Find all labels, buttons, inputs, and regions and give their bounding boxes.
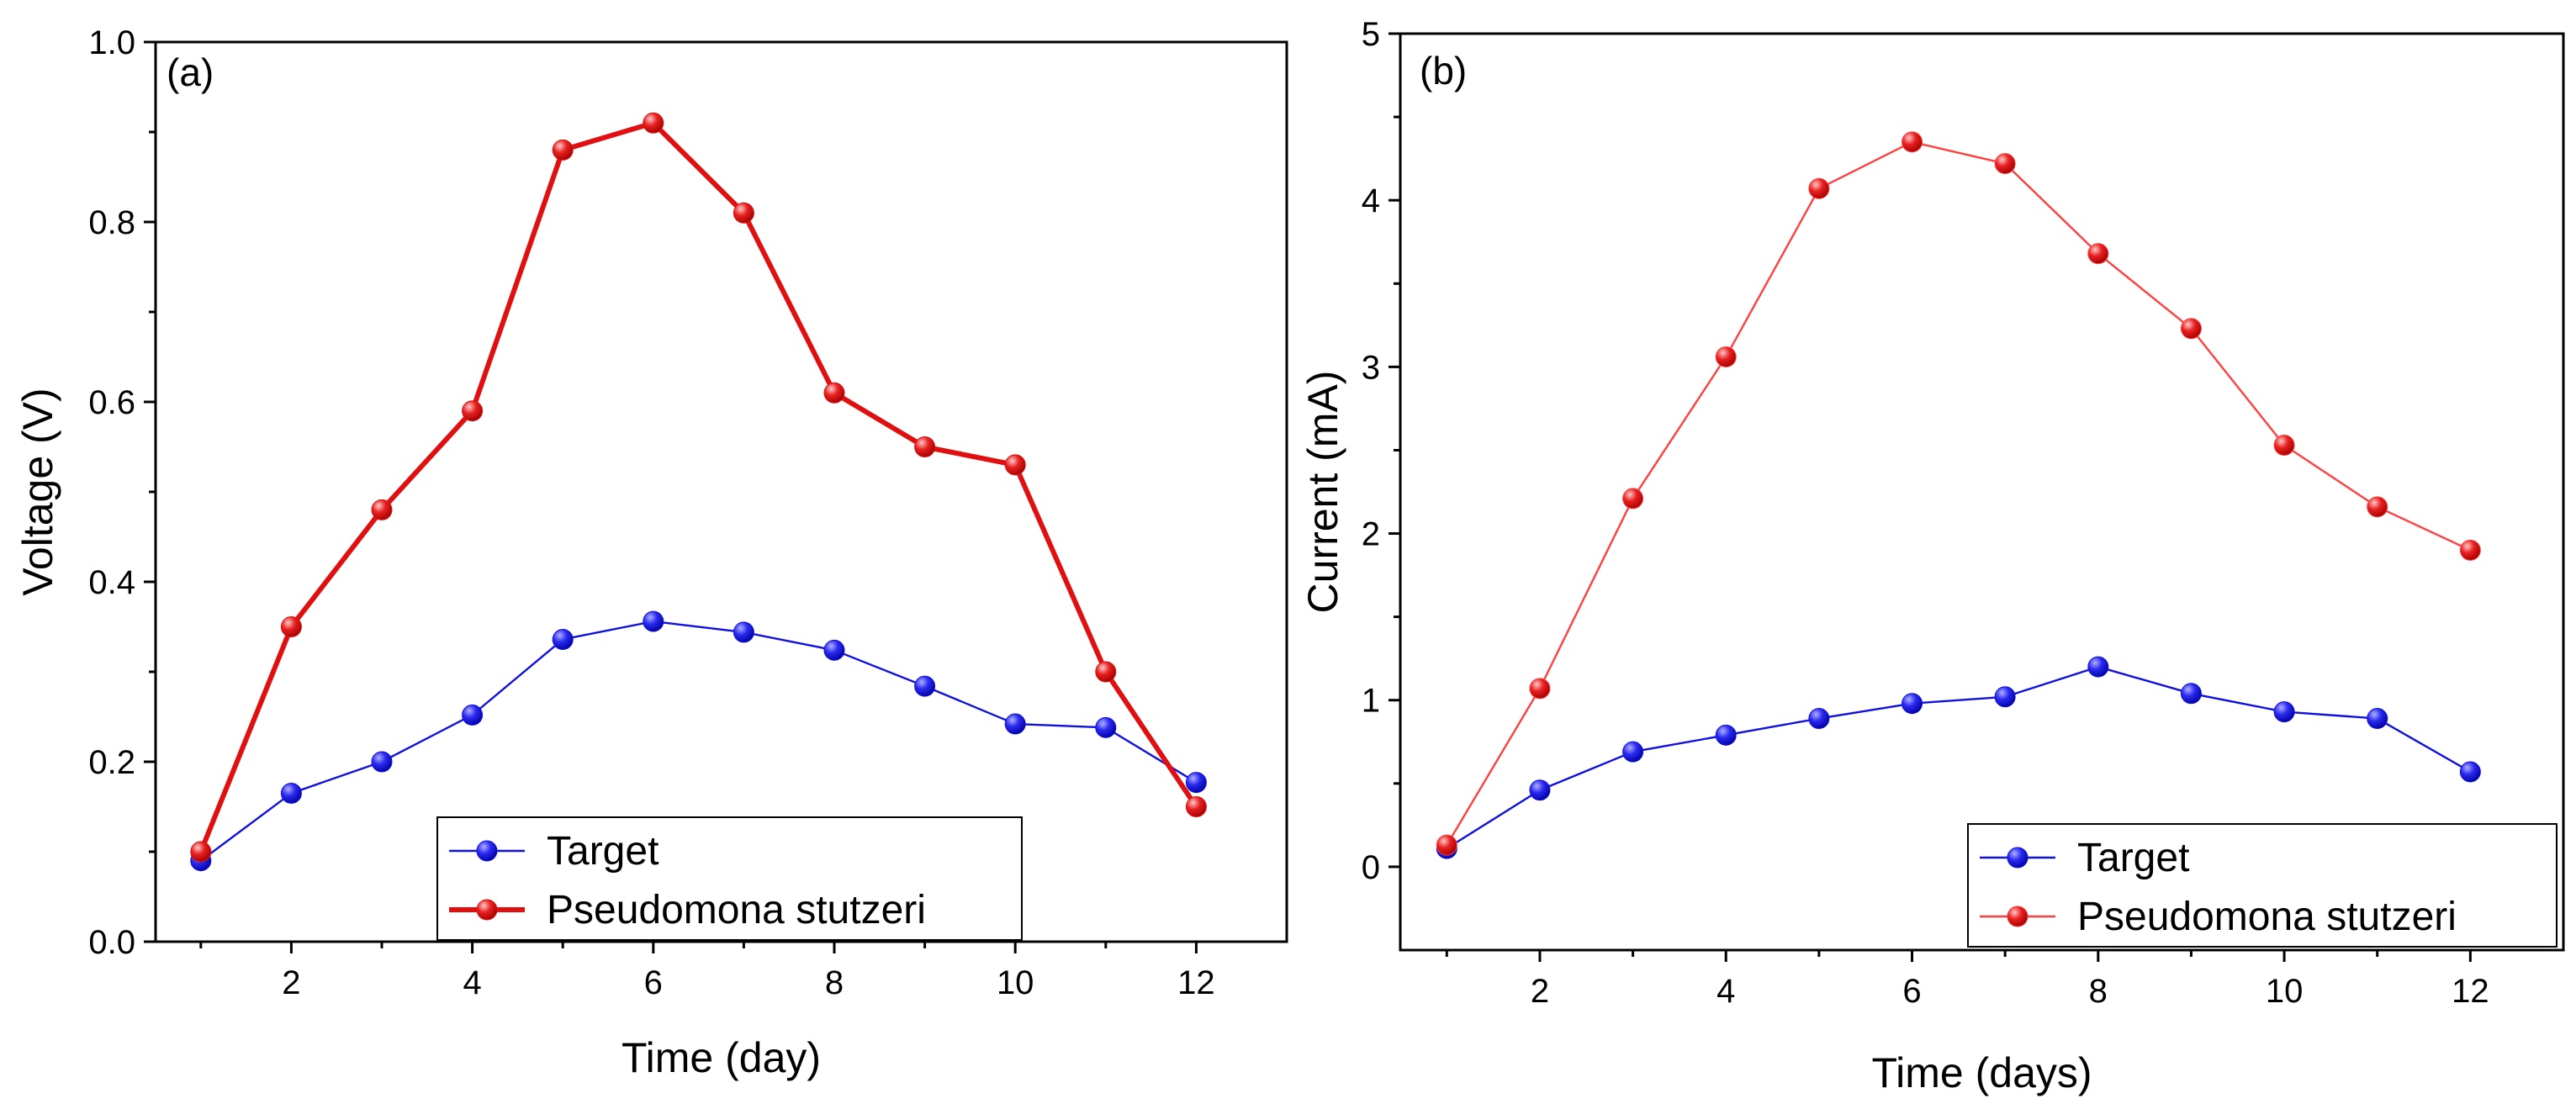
x-tick-label: 6 [1902,973,1921,1010]
plot-frame [1399,32,2565,952]
x-tick-label: 8 [2089,973,2108,1010]
panel-label: (a) [167,50,214,94]
x-tick-label: 2 [1531,973,1549,1010]
data-point [1622,741,1644,763]
data-point [1902,131,1923,153]
y-tick-label: 1 [1362,683,1380,720]
y-tick-label: 0.4 [88,564,135,601]
data-point [2180,683,2202,705]
data-point [1994,153,2016,175]
data-point [914,675,936,697]
data-point [2367,496,2388,518]
data-point [733,621,754,643]
y-tick-label: 0.0 [88,924,135,961]
data-point [1902,693,1923,715]
data-point [1715,346,1737,367]
x-tick-label: 8 [825,964,844,1001]
data-point [190,841,212,863]
y-tick-label: 1.0 [88,24,135,61]
x-tick-label: 4 [1716,973,1735,1010]
legend-swatch-marker [476,840,498,862]
legend-label: Pseudomona stutzeri [2077,895,2457,939]
data-point [1808,708,1830,730]
plot-frame [154,40,1288,943]
data-point [1185,796,1207,817]
legend-label: Target [547,829,659,874]
data-point [2180,318,2202,340]
y-tick-label: 0.2 [88,744,135,781]
data-point [2087,656,2109,678]
legend-label: Target [2077,836,2189,880]
legend-box [436,816,1023,941]
data-point [1529,678,1551,700]
data-point [733,202,754,224]
legend-box [1967,823,2557,948]
y-tick-label: 5 [1362,16,1380,53]
data-point [280,616,302,637]
series-line [1446,140,2471,846]
voltage-chart-panel: 0.0 0.2 0.4 0.6 0.8 1.0 2 4 6 8 10 12 Time (day) Volt… [14,24,1288,1081]
data-point [2273,435,2295,457]
data-point [1715,724,1737,746]
data-point [1185,772,1207,794]
legend-swatch-marker [2007,906,2029,927]
data-point [823,639,845,661]
y-axis-title: Voltage (V) [14,388,61,595]
data-point [1994,686,2016,708]
data-point [2273,701,2295,723]
x-tick-label: 4 [463,964,481,1001]
x-tick-label: 12 [2452,973,2489,1010]
data-point [2459,761,2481,783]
x-tick-label: 6 [644,964,663,1001]
y-tick-label: 4 [1362,182,1380,219]
x-tick-label: 2 [282,964,300,1001]
data-point [1095,661,1117,683]
legend-swatch-marker [2007,847,2029,869]
data-point [1622,488,1644,510]
y-tick-label: 3 [1362,349,1380,386]
x-tick-label: 12 [1177,964,1215,1001]
data-point [1004,713,1026,735]
series-line [200,620,1198,862]
legend-label: Pseudomona stutzeri [547,888,926,932]
data-point [1436,834,1457,856]
data-point [643,610,664,632]
data-point [371,499,393,520]
data-point [1095,716,1117,738]
y-tick-label: 2 [1362,516,1380,553]
data-point [552,139,574,161]
y-tick-label: 0.6 [88,384,135,421]
y-tick-label: 0 [1362,849,1380,886]
data-point [823,382,845,404]
data-point [2367,708,2388,730]
x-tick-label: 10 [997,964,1034,1001]
data-point [462,400,484,422]
data-point [552,628,574,650]
data-point [914,436,936,457]
x-tick-label: 10 [2266,973,2304,1010]
data-point [643,112,664,134]
data-point [371,751,393,773]
legend-swatch-marker [476,899,498,921]
data-point [2087,243,2109,265]
panel-label: (b) [1420,49,1467,92]
series-line [1446,665,2471,850]
y-axis-title: Current (mA) [1299,371,1346,614]
x-axis-title: Time (day) [622,1034,821,1081]
data-point [1004,454,1026,476]
series-line [198,120,1198,853]
y-tick-label: 0.8 [88,204,135,241]
data-point [1529,779,1551,801]
x-axis-title: Time (days) [1871,1049,2092,1096]
data-point [462,704,484,726]
data-point [280,782,302,804]
data-point [1808,177,1830,199]
data-point [2459,539,2481,561]
